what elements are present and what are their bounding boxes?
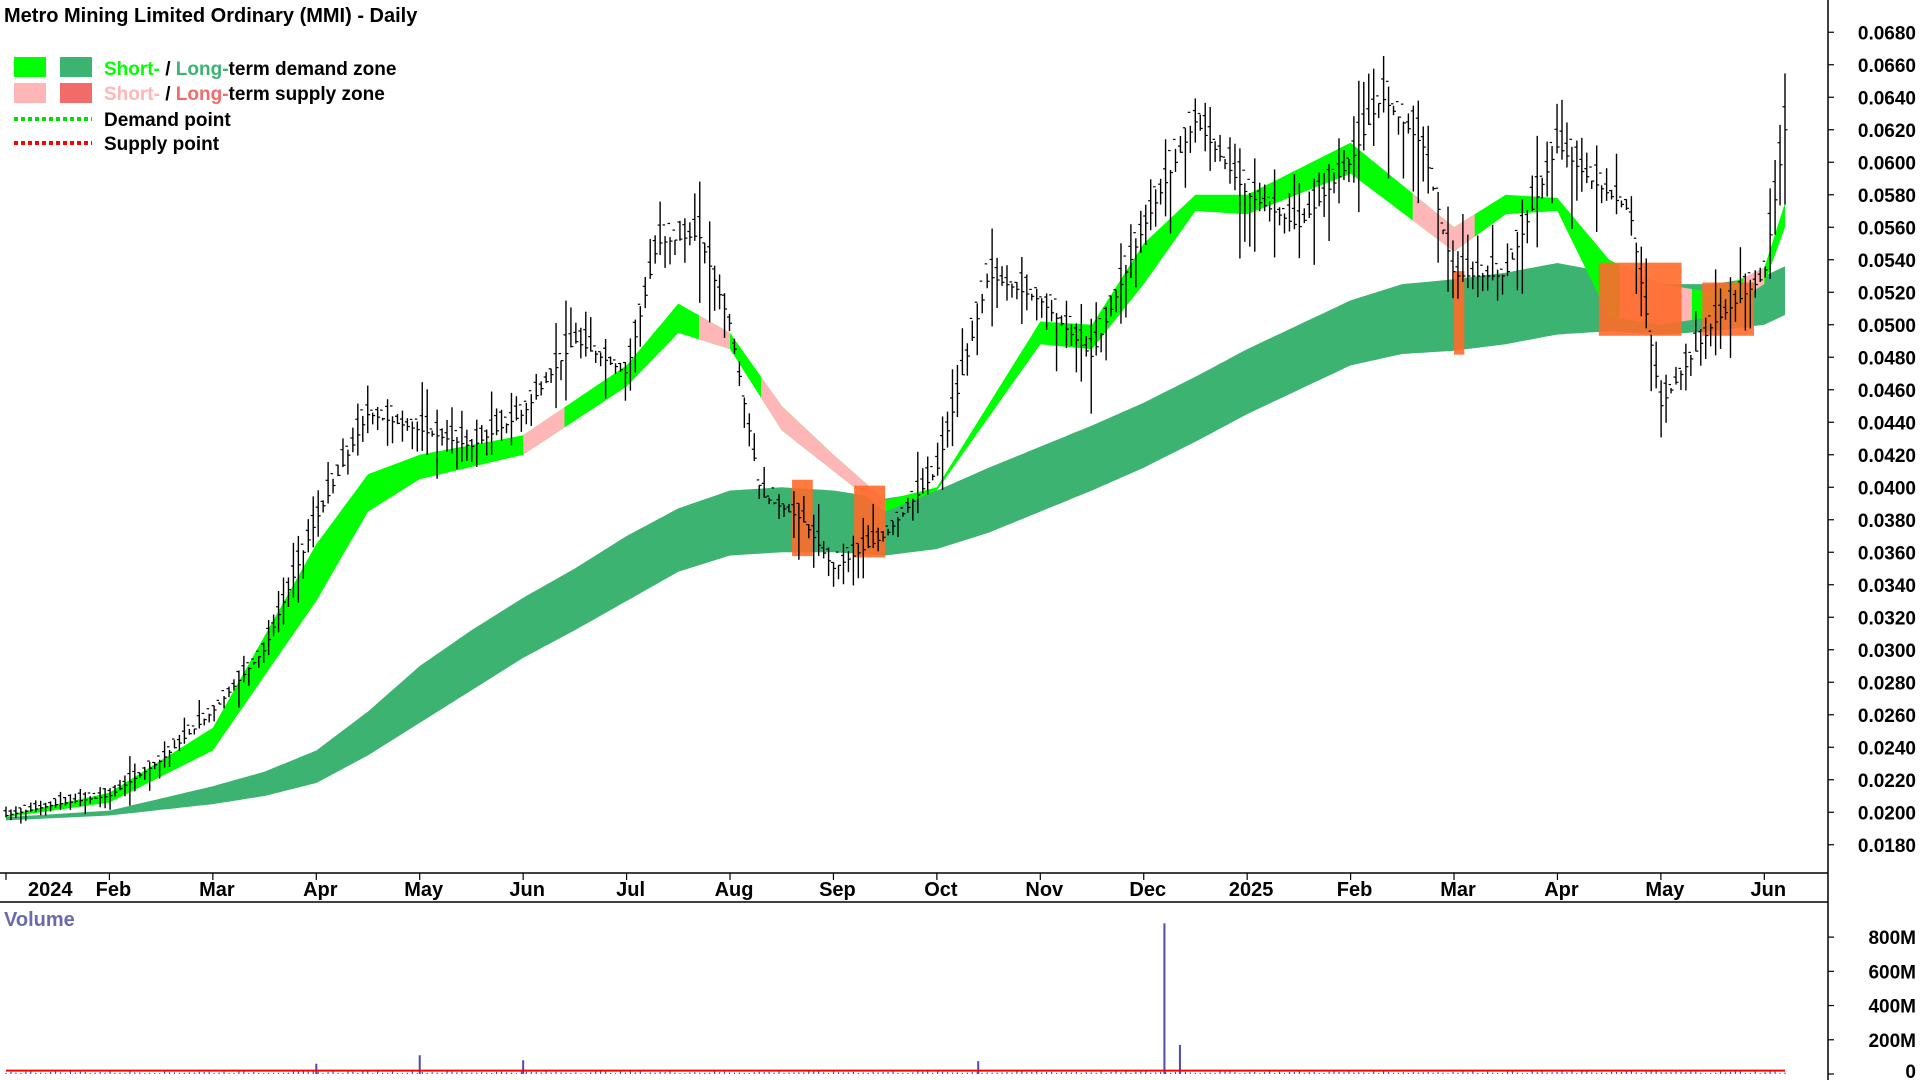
legend-supply-sep: / [160,84,176,105]
short-term-supply-segment [699,315,730,350]
y-tick-label: 0.0580 [1858,186,1916,207]
long-term-supply-segment [854,485,886,558]
volume-y-tick-label: 800M [1868,928,1916,949]
x-tick-label: 2025 [1229,879,1274,901]
y-tick-label: 0.0620 [1858,121,1916,142]
price-y-axis: 0.0180 0.0200 0.0220 0.0240 0.0260 0.0280 0.03… [1828,23,1916,857]
price-bars [3,55,1788,824]
legend-demand-long: Long- [176,59,229,80]
y-tick-label: 0.0420 [1858,446,1916,467]
y-tick-label: 0.0520 [1858,283,1916,304]
legend-supply-rest: term supply zone [229,84,385,105]
legend-supply-point-label: Supply point [104,134,220,155]
y-tick-label: 0.0640 [1858,88,1916,109]
x-tick-label: Oct [924,879,958,901]
legend-swatch-short-demand [14,57,46,77]
short-term-demand-zone [6,142,1785,818]
short-term-supply-segment [761,376,886,512]
legend-supply-zone-label: Short- / Long-term supply zone [104,84,385,105]
y-tick-label: 0.0500 [1858,316,1916,337]
y-tick-label: 0.0680 [1858,23,1916,44]
long-term-supply-segment [1598,262,1682,336]
volume-y-tick-label: 200M [1868,1031,1916,1052]
volume-y-tick-label: 600M [1868,962,1916,983]
y-tick-label: 0.0660 [1858,56,1916,77]
x-tick-label: May [404,879,444,901]
supply-zones [523,193,1765,558]
volume-y-tick-label: 400M [1868,997,1916,1018]
y-tick-label: 0.0260 [1858,706,1916,727]
volume-y-tick-label: 0 [1905,1062,1916,1080]
legend-demand-rest: term demand zone [229,59,397,80]
volume-bars [5,923,1786,1074]
legend-swatch-long-supply [60,83,92,103]
short-term-supply-segment [523,407,565,455]
chart-title: Metro Mining Limited Ordinary (MMI) - Da… [4,5,418,27]
y-tick-label: 0.0340 [1858,576,1916,597]
y-tick-label: 0.0200 [1858,803,1916,824]
x-tick-label: Feb [1337,879,1373,901]
legend-demand-short: Short- [104,59,160,80]
y-tick-label: 0.0240 [1858,738,1916,759]
y-tick-label: 0.0400 [1858,478,1916,499]
x-tick-label: Nov [1025,879,1064,901]
y-tick-label: 0.0280 [1858,673,1916,694]
long-term-demand-zone [6,263,1785,821]
long-term-band [6,263,1785,821]
y-tick-label: 0.0480 [1858,348,1916,369]
y-tick-label: 0.0440 [1858,413,1916,434]
y-tick-label: 0.0460 [1858,381,1916,402]
legend-swatch-short-supply [14,83,46,103]
legend-demand-sep: / [160,59,176,80]
legend-demand-point-label: Demand point [104,110,231,131]
long-term-supply-segment [1454,271,1465,355]
legend-supply-long: Long- [176,84,229,105]
x-tick-label: Apr [1544,879,1579,901]
x-tick-label: Jun [1751,879,1787,901]
volume-title: Volume [4,909,75,931]
short-term-supply-segment [1412,193,1475,252]
legend-demand-zone-label: Short- / Long-term demand zone [104,59,396,80]
x-tick-label: Feb [96,879,132,901]
y-tick-label: 0.0180 [1858,836,1916,857]
legend-supply-short: Short- [104,84,160,105]
y-tick-label: 0.0300 [1858,641,1916,662]
y-tick-label: 0.0220 [1858,771,1916,792]
x-tick-label: May [1645,879,1685,901]
legend: Short- / Long-term demand zone Short- / … [14,57,396,155]
x-tick-label: Aug [715,879,754,901]
legend-swatch-long-demand [60,57,92,77]
short-term-band [6,142,1785,818]
x-axis: 2024 Feb Mar Apr May Jun Jul Aug Sep Oct Nov Dec 202… [5,873,1787,901]
x-tick-label: Mar [199,879,235,901]
y-tick-label: 0.0380 [1858,511,1916,532]
x-tick-label: Mar [1440,879,1476,901]
x-tick-label: 2024 [28,879,73,901]
y-tick-label: 0.0600 [1858,153,1916,174]
x-tick-label: Sep [819,879,856,901]
x-tick-label: Jul [616,879,645,901]
x-tick-label: Apr [303,879,338,901]
y-tick-label: 0.0320 [1858,608,1916,629]
x-tick-label: Dec [1129,879,1166,901]
y-tick-label: 0.0540 [1858,251,1916,272]
long-term-supply-segment [792,479,813,557]
volume-y-axis: 800M 600M 400M 200M 0 [1828,928,1916,1080]
y-tick-label: 0.0360 [1858,543,1916,564]
x-tick-label: Jun [509,879,545,901]
y-tick-label: 0.0560 [1858,218,1916,239]
